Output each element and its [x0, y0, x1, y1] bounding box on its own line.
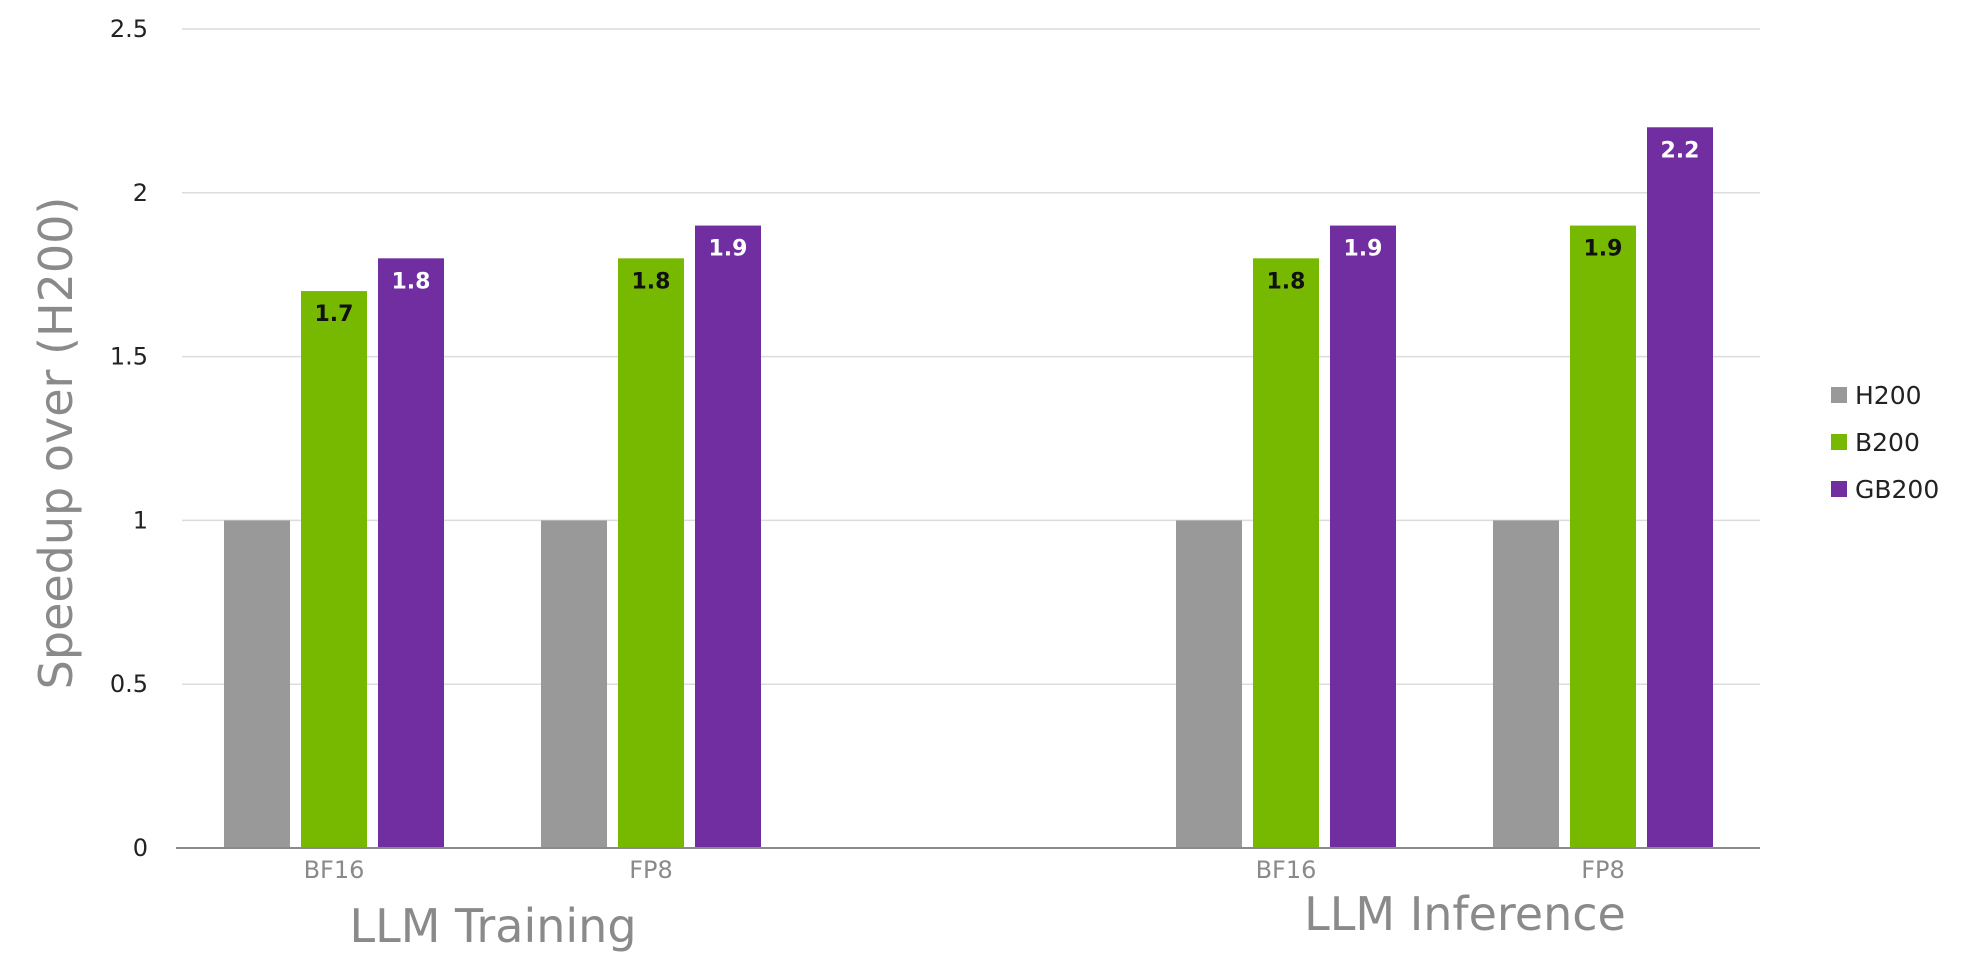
- bar-gb200-2: [1330, 225, 1396, 848]
- y-axis-label: Speedup over (H200): [29, 197, 83, 690]
- data-label: 1.8: [1267, 269, 1306, 294]
- bar-gb200-3: [1647, 127, 1713, 848]
- x-category-label: BF16: [304, 856, 365, 884]
- data-label: 1.8: [392, 269, 431, 294]
- data-label: 1.9: [709, 237, 748, 262]
- legend-swatch-b200: [1831, 434, 1847, 450]
- y-tick-label: 0.5: [110, 670, 148, 698]
- data-label: 2.2: [1661, 138, 1700, 163]
- x-category-label: FP8: [1581, 856, 1625, 884]
- bar-h200-2: [1176, 520, 1242, 848]
- legend-label: H200: [1855, 381, 1922, 410]
- legend-swatch-h200: [1831, 387, 1847, 403]
- bar-h200-3: [1493, 520, 1559, 848]
- x-axis-categories: BF16 FP8 BF16 FP8: [304, 856, 1625, 884]
- x-category-label: BF16: [1256, 856, 1317, 884]
- bars: [224, 127, 1713, 849]
- legend-label: B200: [1855, 428, 1920, 457]
- bar-gb200-1: [695, 225, 761, 848]
- group-label: LLM Training: [349, 899, 636, 953]
- bar-h200-1: [541, 520, 607, 848]
- bar-b200-2: [1253, 258, 1319, 848]
- bar-b200-3: [1570, 225, 1636, 848]
- data-label: 1.9: [1344, 237, 1383, 262]
- legend-label: GB200: [1855, 475, 1939, 504]
- legend: H200 B200 GB200: [1831, 381, 1939, 504]
- data-labels: 1.7 1.8 1.8 1.9 1.8 1.9 1.9 2.2: [315, 138, 1700, 327]
- bar-h200-0: [224, 520, 290, 848]
- y-tick-label: 0: [133, 834, 148, 862]
- bar-gb200-0: [378, 258, 444, 848]
- data-label: 1.9: [1584, 237, 1623, 262]
- y-tick-label: 1: [133, 506, 148, 534]
- data-label: 1.7: [315, 302, 354, 327]
- legend-swatch-gb200: [1831, 481, 1847, 497]
- bar-b200-1: [618, 258, 684, 848]
- group-label: LLM Inference: [1304, 887, 1626, 941]
- y-tick-label: 2.5: [110, 15, 148, 43]
- x-category-label: FP8: [629, 856, 673, 884]
- group-labels: LLM Training LLM Inference: [349, 887, 1625, 953]
- bar-b200-0: [301, 291, 367, 849]
- y-tick-label: 2: [133, 179, 148, 207]
- y-tick-label: 1.5: [110, 343, 148, 371]
- y-axis-ticks: 0 0.5 1 1.5 2 2.5: [110, 15, 148, 862]
- data-label: 1.8: [632, 269, 671, 294]
